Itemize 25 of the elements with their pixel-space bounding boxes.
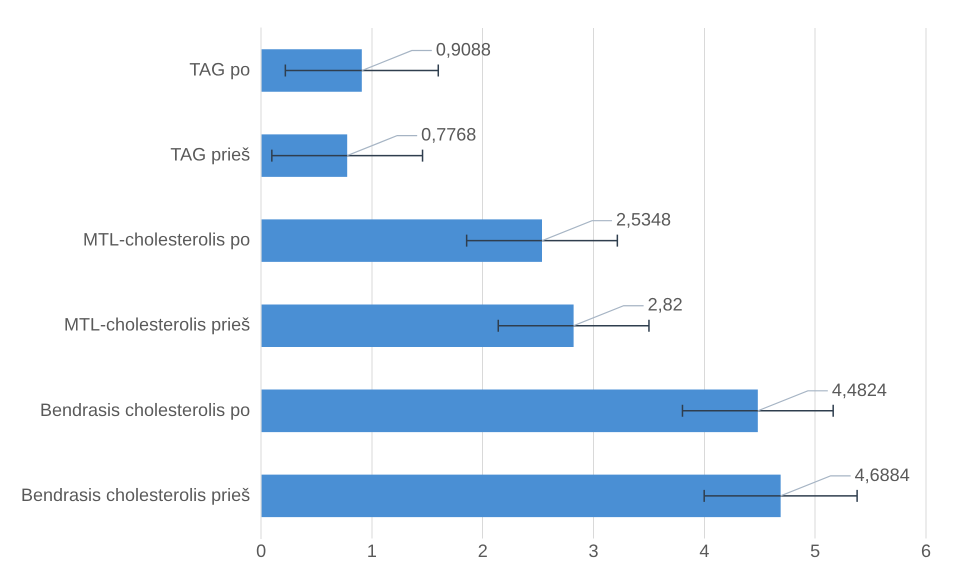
data-label: 4,6884 xyxy=(854,464,910,485)
y-tick-label: Bendrasis cholesterolis prieš xyxy=(20,484,250,505)
y-tick-label: Bendrasis cholesterolis po xyxy=(40,400,250,420)
bar xyxy=(262,134,348,177)
x-tick-label: 5 xyxy=(810,541,820,562)
y-tick-label: MTL-cholesterolis po xyxy=(83,230,250,250)
bar xyxy=(262,474,781,518)
x-tick-label: 3 xyxy=(588,541,599,562)
bar xyxy=(262,390,758,432)
y-tick-label: MTL-cholesterolis prieš xyxy=(64,314,250,335)
data-label: 2,82 xyxy=(648,294,683,315)
data-label: 0,9088 xyxy=(436,40,491,60)
data-label: 2,5348 xyxy=(616,210,672,230)
x-tick-label: 6 xyxy=(920,541,932,562)
y-tick-label: TAG prieš xyxy=(170,144,250,165)
x-tick-label: 2 xyxy=(478,541,488,562)
bar xyxy=(262,219,542,262)
x-tick-label: 0 xyxy=(256,541,266,562)
bar xyxy=(262,304,574,347)
bar xyxy=(262,49,362,92)
x-tick-label: 1 xyxy=(366,541,377,562)
y-tick-label: TAG po xyxy=(189,60,250,80)
x-tick-label: 4 xyxy=(699,541,710,562)
data-label: 0,7768 xyxy=(421,124,476,145)
data-label: 4,4824 xyxy=(832,380,887,400)
